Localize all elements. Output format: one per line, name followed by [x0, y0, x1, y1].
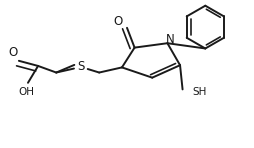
- Text: OH: OH: [19, 87, 35, 97]
- Text: O: O: [8, 46, 17, 59]
- Text: O: O: [114, 15, 123, 28]
- Text: SH: SH: [192, 87, 207, 97]
- Text: N: N: [166, 33, 175, 46]
- Text: S: S: [77, 61, 85, 73]
